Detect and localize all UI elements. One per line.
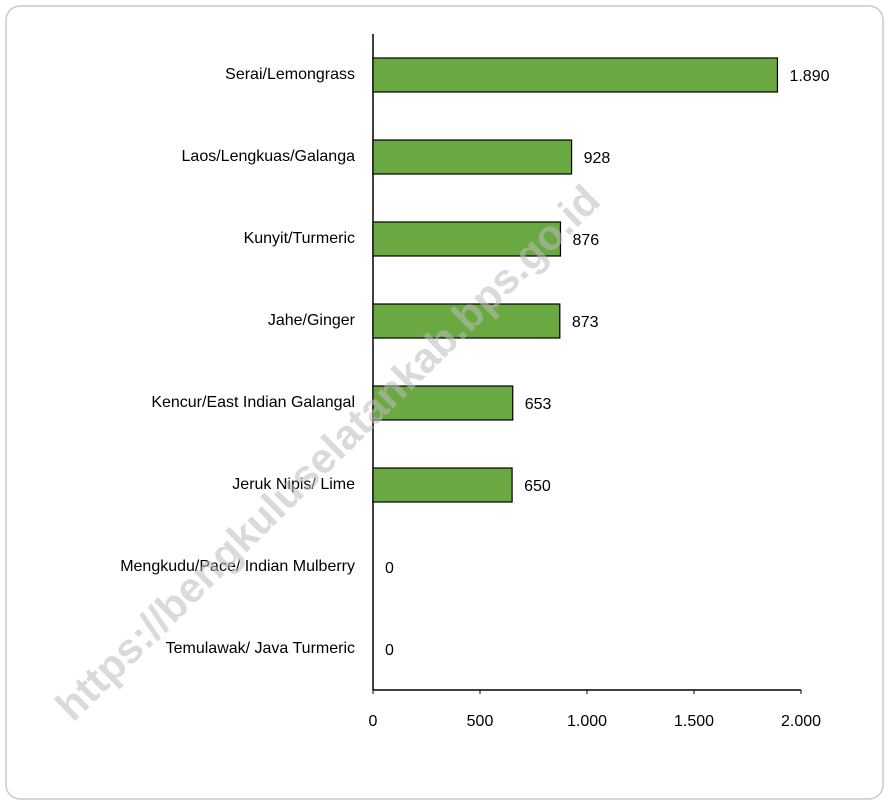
y-tick-label: Kencur/East Indian Galangal xyxy=(151,394,355,411)
bar xyxy=(372,139,573,175)
x-tick-label: 1.000 xyxy=(567,713,607,730)
y-tick-label: Kunyit/Turmeric xyxy=(244,230,355,247)
value-label: 1.890 xyxy=(789,68,829,85)
y-tick-label: Laos/Lengkuas/Galanga xyxy=(182,148,356,165)
value-label: 928 xyxy=(584,150,611,167)
value-label: 873 xyxy=(572,314,599,331)
bar xyxy=(372,303,561,339)
bar xyxy=(372,221,562,257)
value-label: 876 xyxy=(572,232,599,249)
value-label: 0 xyxy=(385,642,394,659)
bar xyxy=(372,57,779,93)
value-label: 0 xyxy=(385,560,394,577)
y-tick-label: Jahe/Ginger xyxy=(268,312,356,329)
y-tick-label: Jeruk Nipis/ Lime xyxy=(232,476,355,493)
value-label: 653 xyxy=(525,396,552,413)
bar xyxy=(372,385,514,421)
y-tick-label: Mengkudu/Pace/ Indian Mulberry xyxy=(120,558,355,575)
y-tick-label: Serai/Lemongrass xyxy=(225,66,355,83)
x-tick-label: 2.000 xyxy=(781,713,821,730)
x-tick-label: 500 xyxy=(467,713,494,730)
x-tick-label: 0 xyxy=(369,713,378,730)
y-tick-label: Temulawak/ Java Turmeric xyxy=(166,640,355,657)
x-tick-label: 1.500 xyxy=(674,713,714,730)
bar xyxy=(372,467,513,503)
value-label: 650 xyxy=(524,478,551,495)
